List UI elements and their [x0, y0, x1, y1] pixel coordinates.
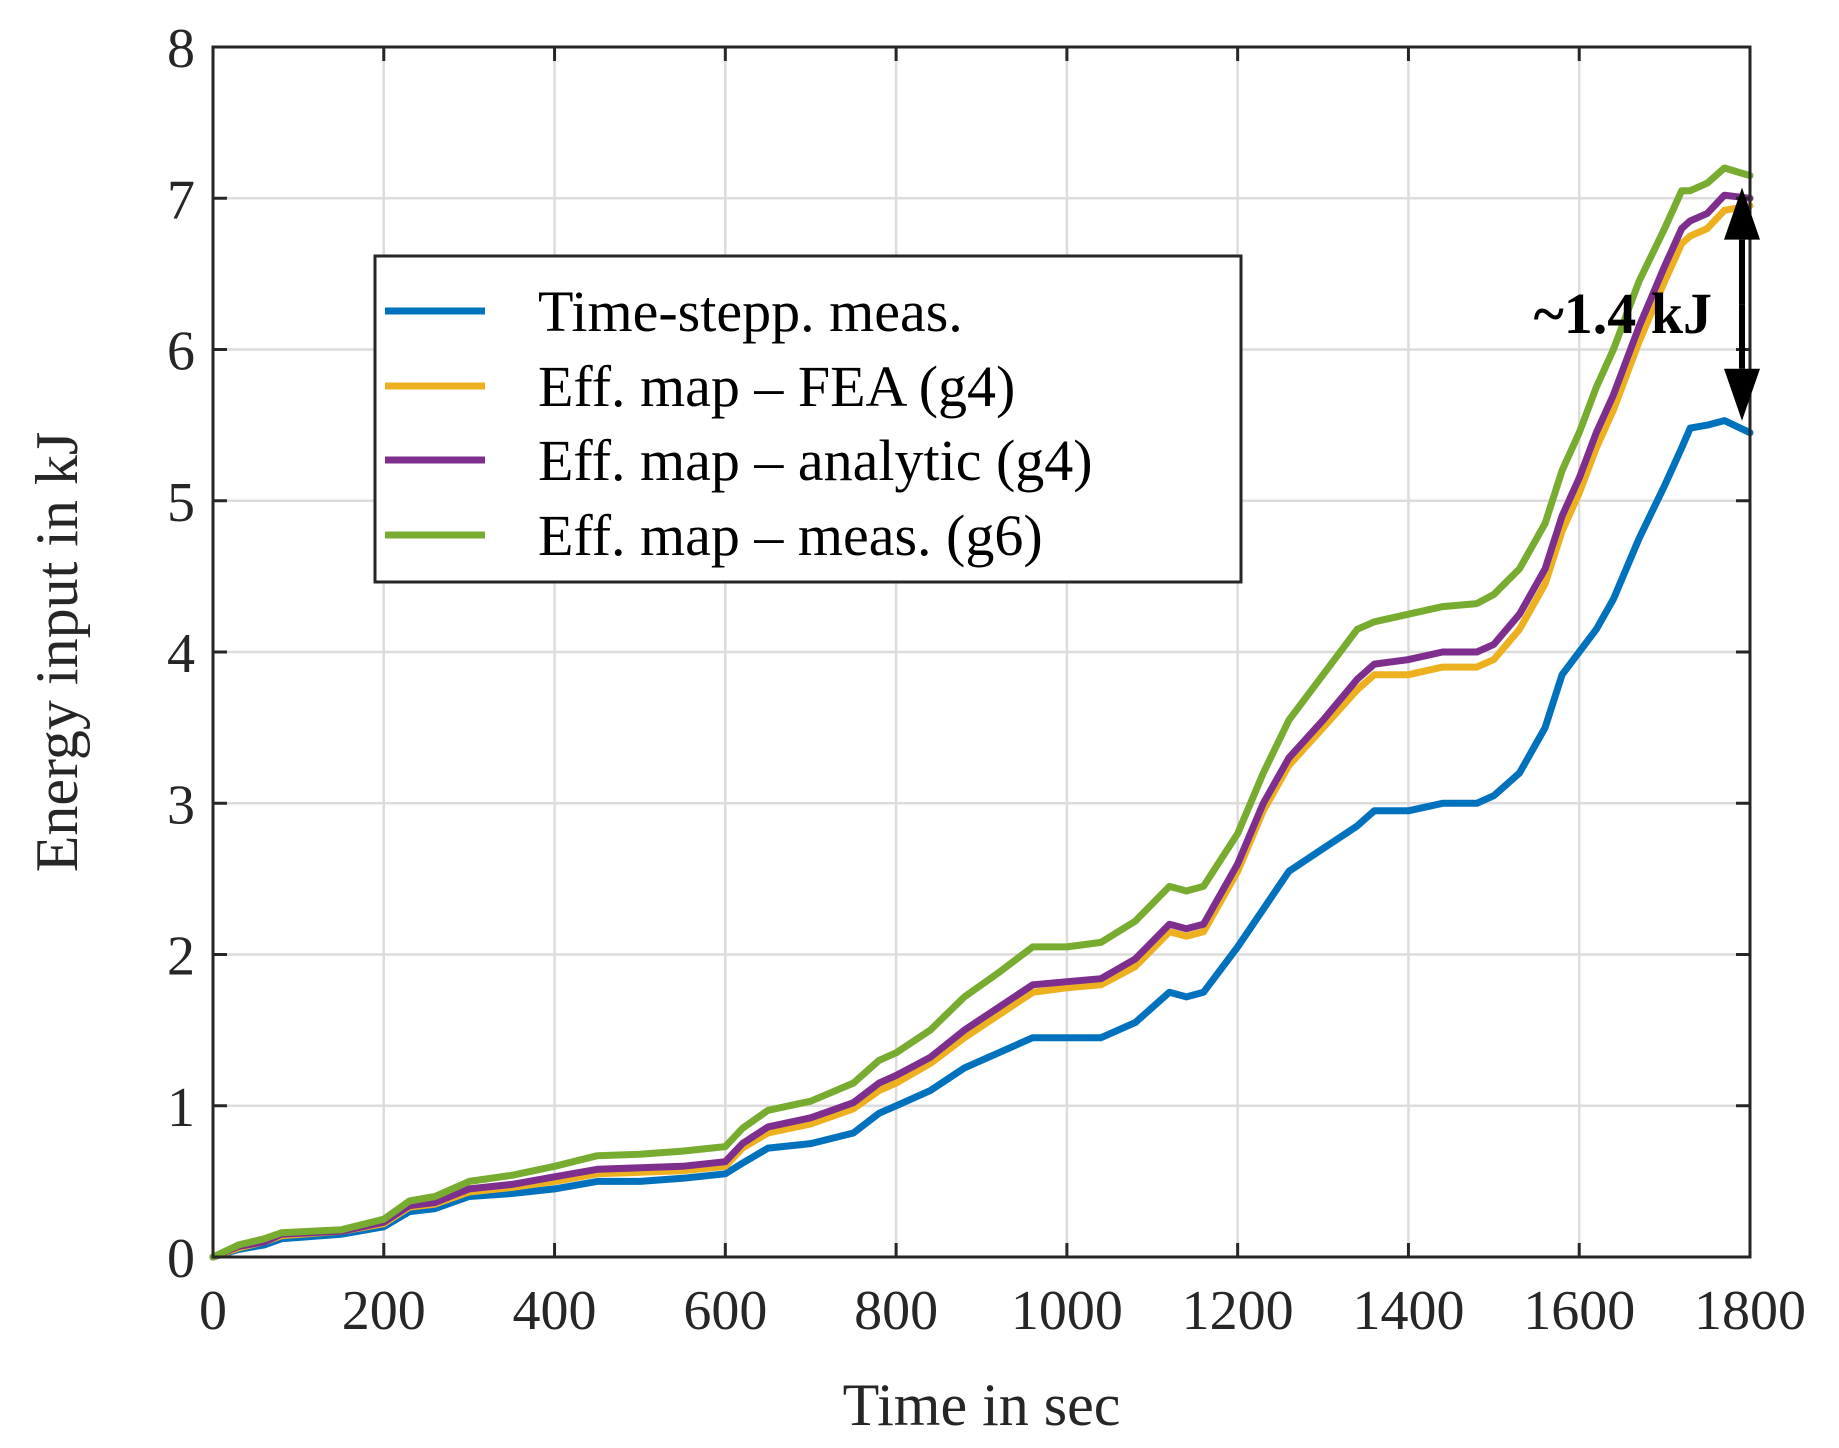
x-tick-label: 1400	[1352, 1280, 1464, 1342]
series-line-eff-map-meas-g6	[209, 164, 1754, 1261]
y-tick-label: 4	[167, 623, 195, 685]
y-tick-label: 2	[167, 926, 195, 988]
x-tick-label: 600	[683, 1280, 767, 1342]
series-layer	[209, 164, 1754, 1261]
y-tick-label: 0	[167, 1228, 195, 1290]
annotation-arrowhead-down	[1724, 368, 1760, 421]
annotation-delta-label: ~1.4 kJ	[1534, 281, 1712, 346]
series-line-time-stepp-meas	[209, 417, 1754, 1261]
x-tick-label: 800	[854, 1280, 938, 1342]
y-axis-title: Energy input in kJ	[24, 432, 90, 873]
tick-label-layer: 0 200 400 600 800 1000 1200 1400 1600 1800 0 1 2 3 4 5 6…	[167, 18, 1806, 1342]
series-line-eff-map-analytic-g4	[209, 191, 1754, 1261]
x-tick-label: 400	[513, 1280, 597, 1342]
x-tick-label: 1000	[1011, 1280, 1123, 1342]
legend-label-meas-g6: Eff. map – meas. (g6)	[538, 503, 1043, 568]
legend-box	[373, 254, 1243, 584]
x-tick-label: 1200	[1182, 1280, 1294, 1342]
y-tick-label: 5	[167, 472, 195, 534]
annotation-layer: ~1.4 kJ	[1534, 187, 1760, 421]
annotation-arrowhead-up	[1724, 187, 1760, 240]
x-tick-label: 200	[342, 1280, 426, 1342]
x-axis-title: Time in sec	[843, 1372, 1121, 1438]
legend-label-time-stepp: Time-stepp. meas.	[538, 279, 963, 344]
x-tick-label: 1800	[1694, 1280, 1806, 1342]
x-tick-label: 1600	[1523, 1280, 1635, 1342]
y-tick-label: 3	[167, 774, 195, 836]
y-tick-label: 1	[167, 1077, 195, 1139]
legend-label-analytic: Eff. map – analytic (g4)	[538, 428, 1093, 493]
x-tick-label: 0	[199, 1280, 227, 1342]
legend-label-fea: Eff. map – FEA (g4)	[538, 354, 1015, 419]
legend: Time-stepp. meas. Eff. map – FEA (g4) Ef…	[373, 254, 1243, 584]
y-tick-label: 8	[167, 18, 195, 80]
y-tick-label: 6	[167, 321, 195, 383]
y-tick-label: 7	[167, 169, 195, 231]
tick-layer	[211, 45, 1752, 1259]
